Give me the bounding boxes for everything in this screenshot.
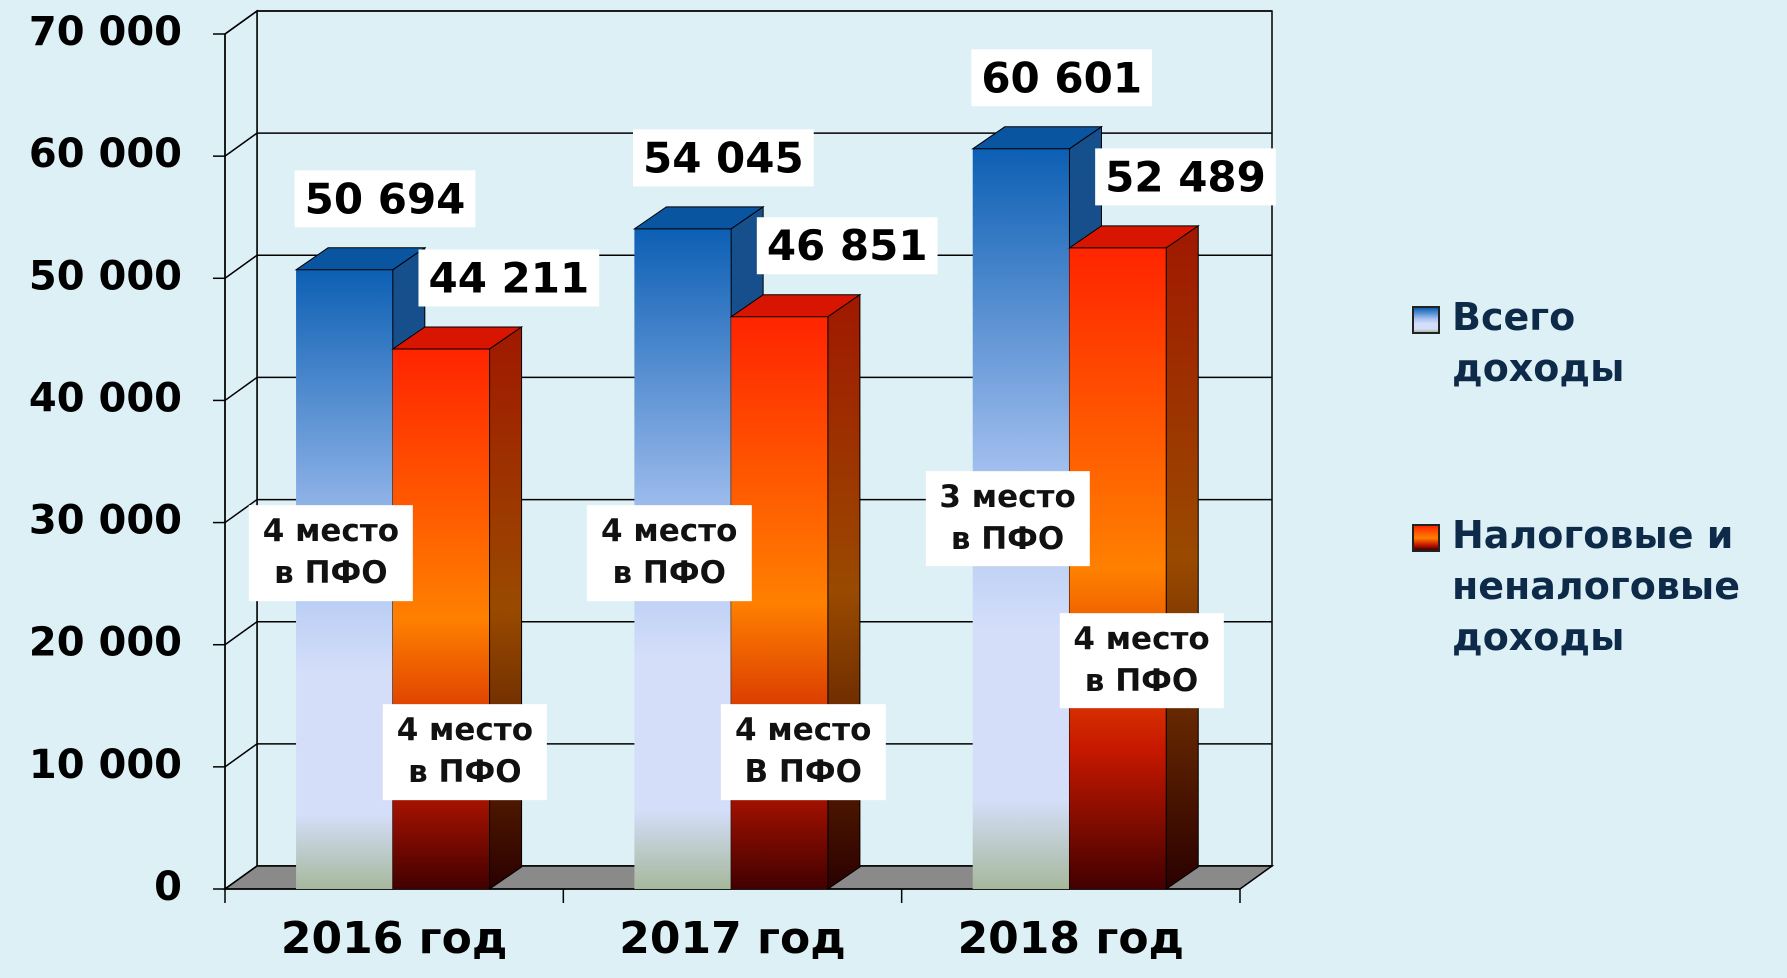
legend-label: Налоговые и неналоговые доходы	[1452, 512, 1741, 660]
legend-label: Всего доходы	[1452, 295, 1625, 391]
y-tick-label: 70 000	[29, 9, 182, 55]
rank-note: 4 место в ПФО	[382, 704, 548, 801]
legend-swatch	[1412, 523, 1440, 552]
value-label: 46 851	[767, 221, 928, 270]
y-tick-label: 30 000	[29, 498, 182, 544]
grid-line	[224, 621, 258, 646]
y-tick-label: 10 000	[29, 742, 182, 788]
rank-note: 4 место в ПФО	[1059, 612, 1224, 709]
value-label-bg	[1095, 148, 1276, 206]
legend-entry: Всего доходы	[1412, 292, 1740, 395]
grid-line	[224, 498, 258, 524]
y-tick-label: 60 000	[29, 131, 182, 177]
y-tick-label: 50 000	[29, 253, 182, 299]
grid-line	[224, 376, 258, 402]
rank-note: 3 место в ПФО	[925, 470, 1090, 567]
y-tick-label: 40 000	[29, 375, 182, 421]
bar-front	[1069, 247, 1167, 890]
grid-line	[224, 743, 258, 768]
grid-line	[224, 254, 258, 279]
bar-front	[392, 348, 490, 889]
grid-line	[224, 132, 258, 157]
x-tick-label: 2018 год	[958, 913, 1185, 964]
side-wall	[224, 9, 258, 891]
x-tick-label: 2016 год	[281, 913, 508, 964]
legend-swatch	[1412, 306, 1440, 334]
value-label: 50 694	[305, 174, 466, 223]
value-label-bg	[756, 217, 938, 275]
value-label-bg	[294, 170, 476, 228]
value-label: 60 601	[981, 53, 1142, 102]
bar-side	[1165, 224, 1199, 890]
value-label: 52 489	[1105, 152, 1266, 201]
value-label-bg	[418, 249, 600, 307]
rank-note: 4 место в ПФО	[587, 505, 752, 601]
value-label: 54 045	[643, 133, 804, 182]
rank-note: 4 место в ПФО	[248, 505, 414, 601]
value-label-bg	[632, 129, 814, 187]
legend-entry: Налоговые и неналоговые доходы	[1412, 510, 1740, 664]
bar-front	[731, 316, 828, 889]
legend: Всего доходы Налоговые и неналоговые дохо…	[1412, 292, 1740, 778]
bar-side	[489, 326, 523, 890]
rank-note: 4 место В ПФО	[721, 704, 886, 801]
grid-line	[224, 10, 258, 35]
value-label: 44 211	[428, 253, 589, 302]
x-tick-label: 2017 год	[619, 913, 846, 964]
y-tick-label: 20 000	[29, 620, 182, 666]
y-tick-label: 0	[154, 864, 182, 910]
value-label-bg	[971, 49, 1153, 107]
